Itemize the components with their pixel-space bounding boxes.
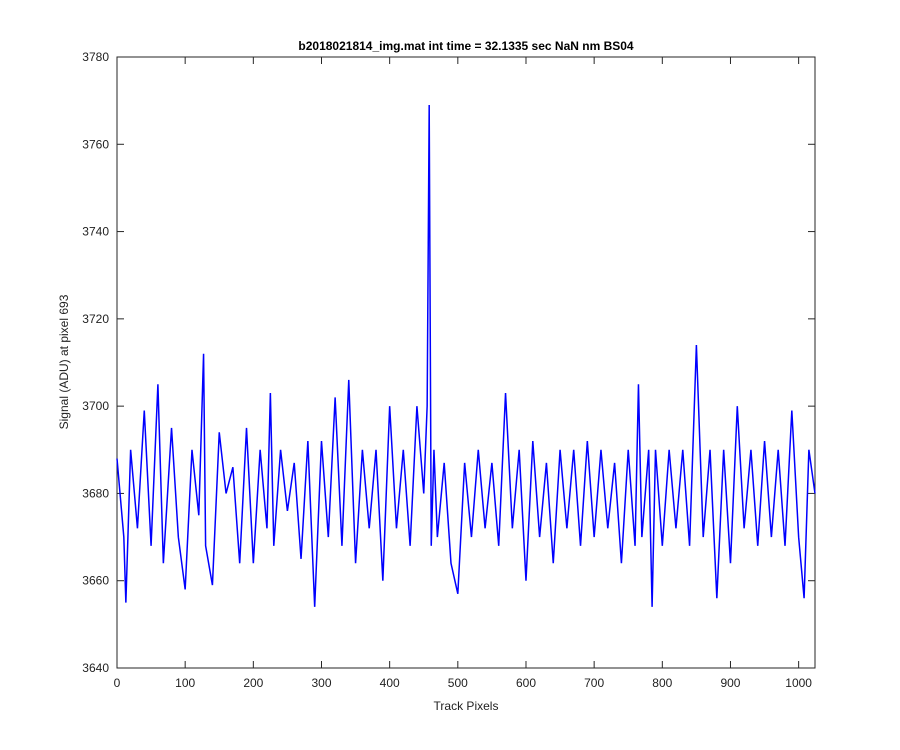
y-tick-label: 3780 (82, 50, 109, 64)
y-tick-label: 3720 (82, 312, 109, 326)
x-axis-label: Track Pixels (434, 699, 499, 713)
plot-area (116, 56, 816, 669)
y-axis-ticks: 3640 3660 3680 3700 3720 3740 3760 3780 (82, 50, 815, 675)
x-tick-label: 600 (516, 676, 536, 690)
x-tick-label: 700 (584, 676, 604, 690)
y-tick-label: 3680 (82, 486, 109, 500)
x-tick-label: 900 (720, 676, 740, 690)
chart-title: b2018021814_img.mat int time = 32.1335 s… (298, 39, 634, 53)
x-tick-label: 1000 (785, 676, 812, 690)
y-tick-label: 3740 (82, 225, 109, 239)
x-tick-label: 800 (652, 676, 672, 690)
x-tick-label: 0 (114, 676, 121, 690)
x-axis-ticks: 0 100 200 300 400 500 600 700 800 900 1000 (114, 57, 812, 690)
y-tick-label: 3700 (82, 399, 109, 413)
x-tick-label: 200 (243, 676, 263, 690)
y-tick-label: 3760 (82, 137, 109, 151)
y-tick-label: 3660 (82, 574, 109, 588)
x-tick-label: 500 (448, 676, 468, 690)
y-tick-label: 3640 (82, 661, 109, 675)
signal-series-line (116, 105, 816, 607)
x-tick-label: 100 (175, 676, 195, 690)
x-tick-label: 400 (380, 676, 400, 690)
y-axis-label: Signal (ADU) at pixel 693 (57, 294, 71, 429)
x-tick-label: 300 (311, 676, 331, 690)
